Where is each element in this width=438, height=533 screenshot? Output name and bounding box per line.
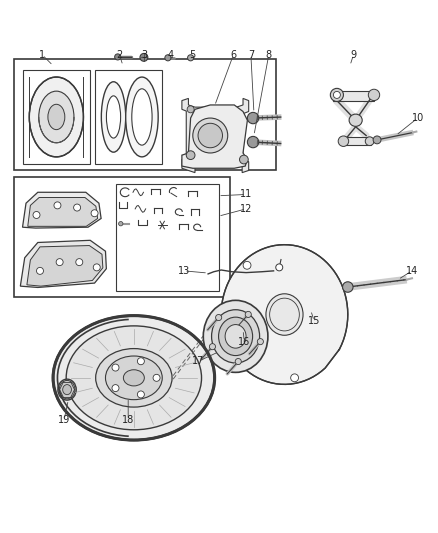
Circle shape [115, 54, 121, 60]
Circle shape [240, 155, 248, 164]
Circle shape [257, 338, 263, 345]
Circle shape [338, 136, 349, 147]
Text: 16: 16 [238, 337, 251, 346]
Bar [117, 183, 219, 290]
Circle shape [243, 261, 251, 269]
Circle shape [140, 53, 148, 61]
Ellipse shape [63, 385, 71, 394]
Ellipse shape [132, 89, 152, 145]
Circle shape [291, 374, 299, 382]
Bar [95, 70, 162, 164]
Ellipse shape [212, 310, 260, 363]
Circle shape [193, 118, 228, 153]
Circle shape [368, 89, 380, 101]
Circle shape [198, 123, 223, 148]
Polygon shape [27, 246, 103, 286]
Circle shape [187, 55, 194, 61]
Circle shape [330, 88, 343, 101]
Circle shape [138, 358, 145, 365]
Circle shape [56, 259, 63, 265]
Circle shape [74, 204, 81, 211]
Polygon shape [182, 99, 249, 173]
Circle shape [247, 112, 259, 124]
Text: 6: 6 [230, 50, 237, 60]
Bar [22, 70, 90, 164]
Ellipse shape [95, 349, 172, 407]
Circle shape [112, 385, 119, 392]
Text: 1: 1 [39, 50, 45, 60]
Bar [14, 59, 276, 171]
Text: 13: 13 [178, 266, 190, 276]
Circle shape [247, 136, 259, 148]
Circle shape [276, 264, 283, 271]
Circle shape [186, 151, 195, 159]
Polygon shape [182, 105, 247, 168]
Ellipse shape [48, 104, 65, 130]
Circle shape [333, 92, 340, 99]
Ellipse shape [66, 326, 201, 430]
Circle shape [165, 55, 171, 61]
Ellipse shape [106, 96, 120, 138]
Text: 19: 19 [58, 415, 70, 425]
Ellipse shape [126, 77, 158, 157]
Ellipse shape [349, 114, 362, 126]
Ellipse shape [59, 381, 75, 399]
Text: 4: 4 [168, 50, 174, 60]
Text: 7: 7 [248, 50, 254, 60]
Ellipse shape [106, 356, 162, 400]
Circle shape [153, 374, 160, 381]
Circle shape [33, 212, 40, 219]
Text: 15: 15 [308, 316, 320, 326]
Text: 10: 10 [412, 113, 424, 123]
Circle shape [187, 106, 194, 113]
Text: 2: 2 [117, 50, 123, 60]
Circle shape [365, 137, 374, 146]
Text: 3: 3 [142, 50, 148, 60]
Ellipse shape [124, 370, 145, 386]
Circle shape [36, 268, 43, 274]
Circle shape [119, 222, 123, 226]
Text: 14: 14 [406, 266, 418, 276]
Text: 12: 12 [240, 204, 252, 214]
Text: 5: 5 [189, 50, 195, 60]
Text: 17: 17 [192, 356, 205, 366]
Text: 18: 18 [122, 415, 134, 425]
Text: 11: 11 [240, 189, 252, 199]
Circle shape [343, 282, 353, 292]
Circle shape [373, 136, 381, 144]
Circle shape [93, 264, 100, 271]
Ellipse shape [29, 77, 83, 157]
Circle shape [112, 364, 119, 371]
Bar [341, 138, 371, 145]
Circle shape [245, 311, 251, 318]
Ellipse shape [58, 379, 76, 400]
Ellipse shape [39, 91, 74, 143]
Polygon shape [28, 198, 98, 227]
Circle shape [54, 202, 61, 209]
Circle shape [215, 314, 222, 320]
Ellipse shape [266, 294, 303, 335]
Ellipse shape [203, 300, 268, 373]
Ellipse shape [219, 317, 253, 356]
Circle shape [76, 259, 83, 265]
Polygon shape [20, 240, 106, 287]
Bar [14, 177, 230, 297]
Polygon shape [221, 245, 348, 384]
Circle shape [138, 391, 145, 398]
Ellipse shape [225, 325, 246, 348]
Circle shape [235, 359, 241, 365]
Circle shape [91, 210, 98, 217]
Bar [332, 91, 374, 101]
Text: 8: 8 [266, 50, 272, 60]
Ellipse shape [101, 82, 126, 152]
Ellipse shape [53, 316, 215, 440]
Polygon shape [22, 192, 101, 228]
Circle shape [226, 333, 234, 341]
Text: 9: 9 [350, 50, 357, 60]
Circle shape [209, 344, 215, 350]
